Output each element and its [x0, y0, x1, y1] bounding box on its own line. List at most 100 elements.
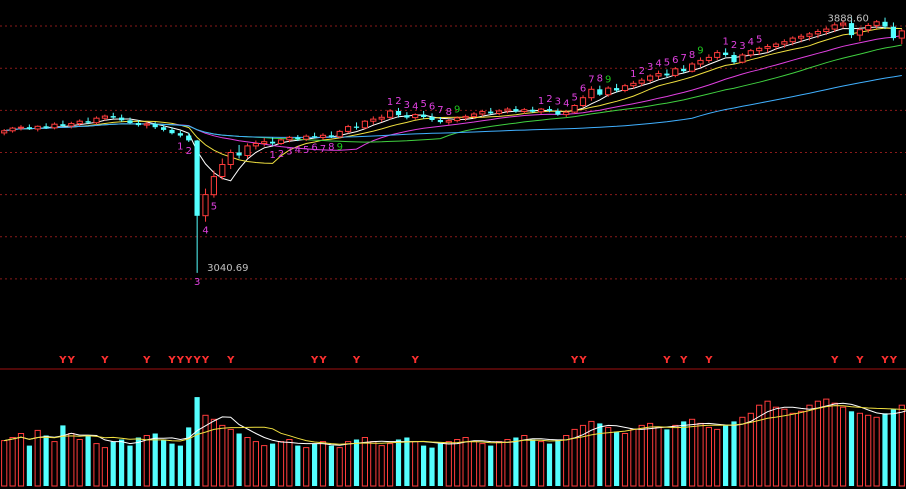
candle-body	[60, 124, 66, 126]
sequence-marker: 2	[278, 149, 284, 160]
sequence-marker: 4	[295, 145, 301, 156]
sequence-marker: 1	[722, 36, 728, 47]
volume-bar	[521, 435, 528, 487]
candle-body	[68, 123, 75, 127]
volume-bar	[579, 424, 587, 487]
candle-body	[831, 24, 838, 30]
volume-bar	[848, 411, 855, 486]
sequence-marker: 1	[177, 141, 183, 152]
candle-body	[387, 110, 394, 118]
volume-bar	[26, 445, 32, 486]
candle-body	[51, 123, 58, 129]
candle-body	[513, 109, 519, 112]
volume-bar	[571, 428, 578, 487]
candle-body	[1, 130, 8, 134]
sequence-marker: 2	[395, 96, 401, 107]
sequence-marker: 3	[739, 41, 745, 52]
volume-bar	[588, 420, 595, 487]
volume-bar	[286, 439, 293, 487]
volume-bar	[538, 441, 545, 487]
volume-bar	[34, 429, 41, 487]
volume-bar	[76, 439, 83, 487]
sequence-marker: 3	[286, 146, 292, 157]
candle-body	[655, 73, 662, 77]
signal-marker: Y	[142, 355, 151, 366]
volume-bar	[169, 443, 175, 486]
candle-body	[848, 23, 855, 36]
volume-bar	[135, 437, 141, 486]
volume-bar	[470, 441, 478, 487]
candle-body	[772, 43, 780, 47]
candle-body	[470, 113, 478, 117]
sequence-marker: 3	[404, 100, 410, 111]
candle-body	[286, 136, 293, 141]
sequence-marker: 2	[546, 94, 552, 105]
ma-line	[4, 44, 902, 143]
signal-marker: Y	[855, 355, 864, 366]
candle-body	[647, 75, 654, 81]
sequence-marker: 6	[311, 143, 317, 154]
candle-body	[672, 68, 679, 76]
volume-bar	[177, 445, 183, 486]
candle-body	[370, 118, 377, 122]
volume-bar	[723, 425, 729, 486]
signal-marker: Y	[193, 355, 202, 366]
candle-body	[856, 29, 863, 36]
candle-body	[227, 152, 234, 165]
candle-body	[697, 59, 704, 65]
volume-bar	[756, 404, 763, 487]
volume-bar	[856, 412, 863, 487]
candle-body	[789, 37, 796, 43]
candle-body	[454, 117, 461, 122]
candle-body	[295, 137, 301, 140]
volume-bar	[202, 414, 209, 487]
sequence-marker: 9	[697, 45, 703, 56]
signal-marker: Y	[100, 355, 109, 366]
volume-bar	[840, 406, 847, 487]
volume-bar	[672, 424, 679, 487]
sequence-marker: 2	[186, 146, 192, 157]
sequence-marker: 5	[211, 202, 217, 213]
candle-body	[739, 54, 746, 63]
candle-body	[865, 25, 872, 31]
candle-body	[823, 28, 830, 33]
sequence-marker: 8	[597, 74, 603, 85]
candle-body	[101, 115, 109, 119]
volume-bar	[462, 437, 469, 487]
volume-bar	[865, 414, 872, 487]
volume-bar	[621, 433, 629, 487]
candle-body	[252, 143, 260, 147]
candle-body	[17, 126, 25, 129]
volume-bar	[319, 441, 327, 487]
volume-bar	[210, 418, 218, 487]
signal-marker: Y	[184, 355, 193, 366]
candle-body	[882, 21, 888, 27]
candle-body	[630, 82, 637, 87]
volume-bar	[555, 439, 561, 486]
volume-bar	[261, 445, 268, 487]
candle-body	[85, 121, 91, 123]
signal-marker: Y	[578, 355, 587, 366]
volume-bar	[277, 441, 285, 487]
candle-body	[798, 35, 805, 39]
ma-line	[4, 75, 902, 138]
volume-bar	[93, 443, 100, 487]
candle-body	[588, 88, 595, 99]
candle-body	[496, 110, 503, 114]
volume-bar	[488, 445, 494, 486]
volume-bar	[421, 445, 427, 486]
candle-body	[76, 120, 83, 125]
candle-body	[814, 31, 821, 35]
candle-body	[177, 133, 183, 136]
volume-bar	[664, 429, 670, 486]
candle-body	[538, 108, 545, 113]
signal-marker: Y	[679, 355, 688, 366]
volume-bar	[781, 408, 788, 487]
signal-marker: Y	[67, 355, 76, 366]
volume-bar	[186, 427, 192, 486]
sequence-marker: 5	[664, 57, 670, 68]
sequence-marker: 7	[437, 105, 443, 116]
volume-bar	[244, 437, 251, 487]
volume-bar	[270, 443, 276, 486]
